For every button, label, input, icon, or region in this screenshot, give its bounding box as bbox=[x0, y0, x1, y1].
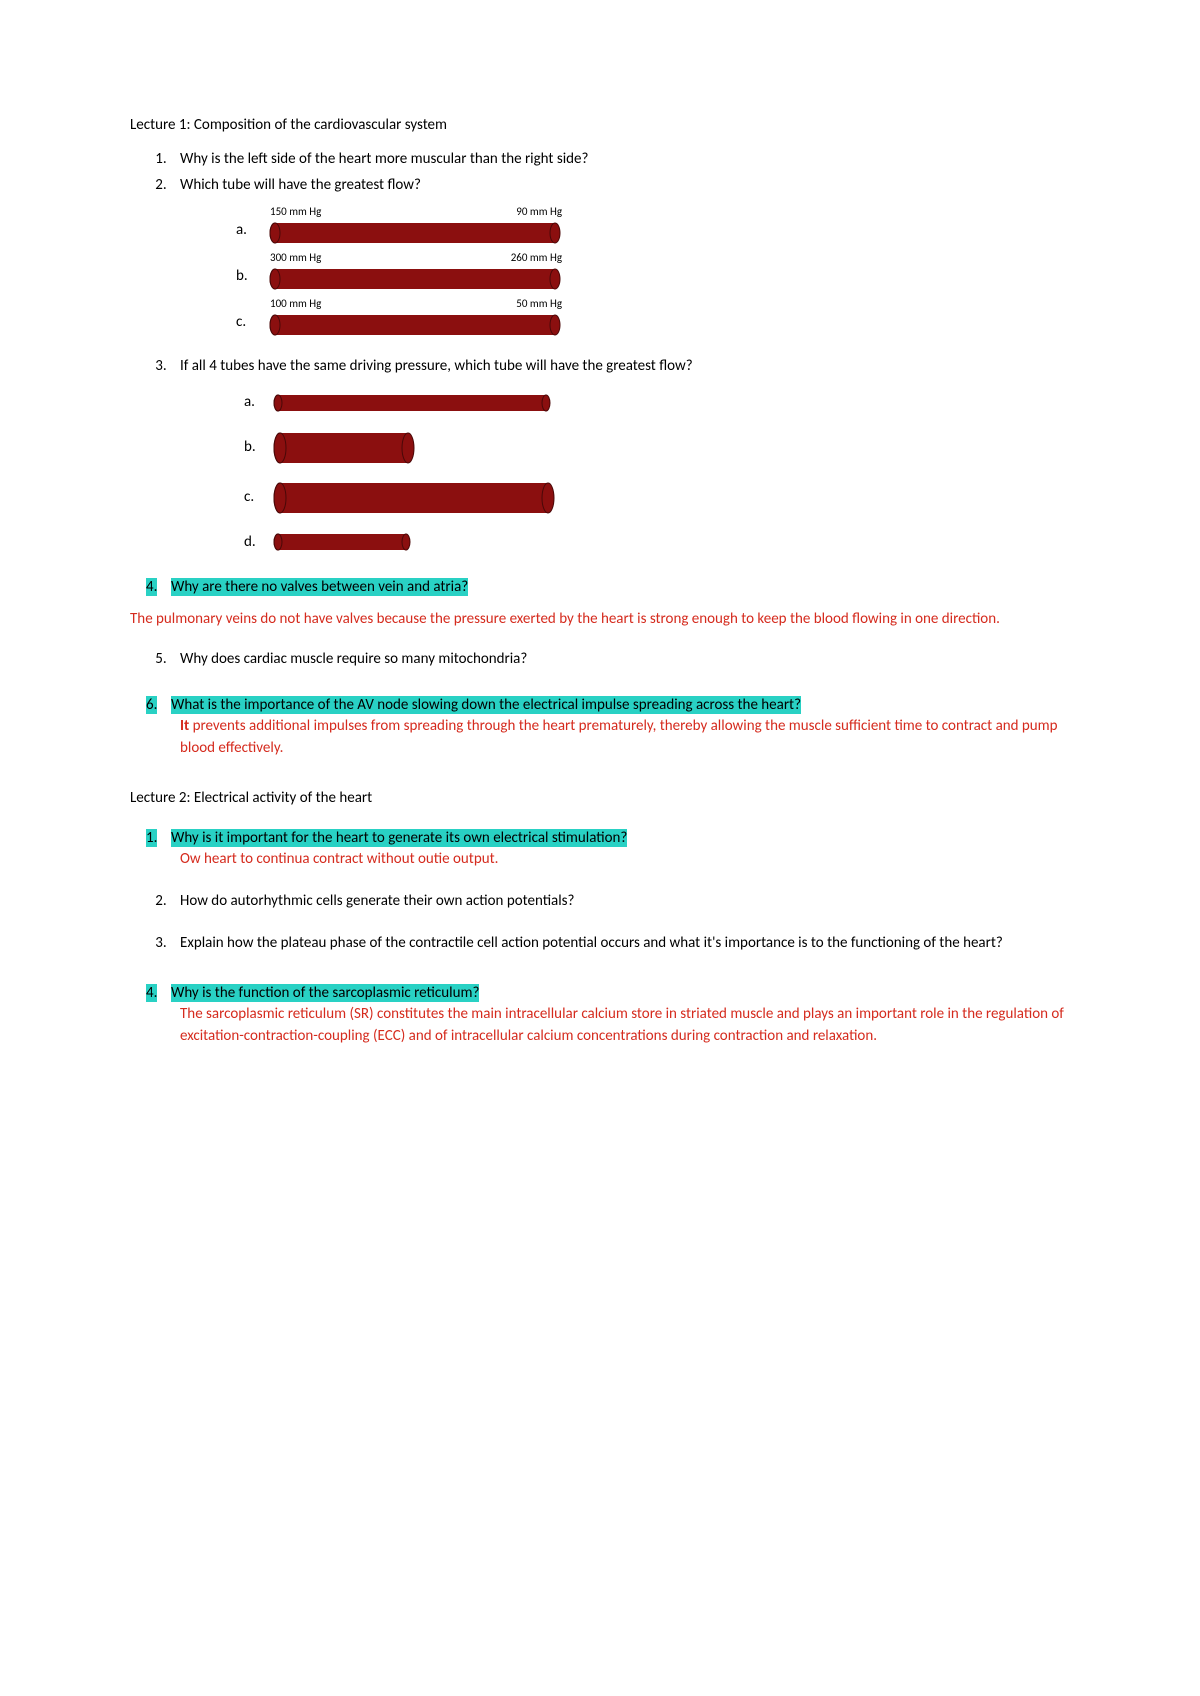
tube1-a-svg bbox=[266, 222, 566, 244]
tube1-b-svg bbox=[266, 268, 566, 290]
tube2-row-b: b. bbox=[244, 432, 1070, 464]
l1-q6-text: What is the importance of the AV node sl… bbox=[171, 696, 801, 714]
tube1-row-a: a. 150 mm Hg 90 mm Hg bbox=[236, 204, 1070, 244]
l2-q2: How do autorhythmic cells generate their… bbox=[170, 891, 1070, 913]
tube1-row-c: c. 100 mm Hg 50 mm Hg bbox=[236, 296, 1070, 336]
l1-q1: Why is the left side of the heart more m… bbox=[170, 149, 1070, 171]
tube1-a-right: 90 mm Hg bbox=[516, 204, 562, 220]
l2-q4-row: 4. Why is the function of the sarcoplasm… bbox=[130, 983, 1070, 1005]
l1-q5: Why does cardiac muscle require so many … bbox=[170, 649, 1070, 671]
l1-q2-text: Which tube will have the greatest flow? bbox=[180, 176, 421, 194]
l1-a4: The pulmonary veins do not have valves b… bbox=[130, 609, 1070, 631]
tube2-a-letter: a. bbox=[244, 392, 272, 414]
tube2-row-c: c. bbox=[244, 482, 1070, 514]
tube2-b-letter: b. bbox=[244, 437, 272, 459]
l1-q4-num: 4. bbox=[146, 578, 157, 596]
tube1-b-letter: b. bbox=[236, 266, 266, 290]
l2-q1-text: Why is it important for the heart to gen… bbox=[171, 829, 627, 847]
tube2-b-svg bbox=[272, 432, 422, 464]
tube2-c-letter: c. bbox=[244, 487, 272, 509]
tube2-a-svg bbox=[272, 394, 554, 412]
lecture1-list: Why is the left side of the heart more m… bbox=[130, 149, 1070, 554]
l1-q3-text: If all 4 tubes have the same driving pre… bbox=[180, 357, 693, 375]
tube1-c-svg bbox=[266, 314, 566, 336]
tube2-d-letter: d. bbox=[244, 532, 272, 554]
tubes-set-2: a. b. c. bbox=[244, 392, 1070, 554]
tube2-row-d: d. bbox=[244, 532, 1070, 554]
l1-a6: It prevents additional impulses from spr… bbox=[130, 716, 1070, 760]
tubes-set-1: a. 150 mm Hg 90 mm Hg b. bbox=[236, 204, 1070, 336]
l2-a1: Ow heart to continua contract without ou… bbox=[130, 849, 1070, 871]
l1-q6-row: 6. What is the importance of the AV node… bbox=[130, 695, 1070, 717]
l1-q6-num: 6. bbox=[146, 696, 157, 714]
lecture1-list-b: Why does cardiac muscle require so many … bbox=[130, 649, 1070, 671]
tube1-c-letter: c. bbox=[236, 312, 266, 336]
l1-a6-it: It bbox=[180, 717, 189, 735]
l1-q2: Which tube will have the greatest flow? … bbox=[170, 175, 1070, 337]
lecture1-title: Lecture 1: Composition of the cardiovasc… bbox=[130, 115, 1070, 137]
tube2-c-svg bbox=[272, 482, 558, 514]
tube1-a-letter: a. bbox=[236, 220, 266, 244]
l2-q1-num: 1. bbox=[146, 829, 157, 847]
tube1-b-right: 260 mm Hg bbox=[511, 250, 562, 266]
tube1-a-left: 150 mm Hg bbox=[270, 204, 321, 220]
l1-q3: If all 4 tubes have the same driving pre… bbox=[170, 356, 1070, 553]
l2-q1-row: 1. Why is it important for the heart to … bbox=[130, 828, 1070, 850]
l2-q3: Explain how the plateau phase of the con… bbox=[170, 933, 1070, 955]
l2-q4-text: Why is the function of the sarcoplasmic … bbox=[171, 984, 479, 1002]
l1-a6-rest: prevents additional impulses from spread… bbox=[180, 717, 1058, 757]
tube2-row-a: a. bbox=[244, 392, 1070, 414]
tube1-b-left: 300 mm Hg bbox=[270, 250, 321, 266]
tube1-row-b: b. 300 mm Hg 260 mm Hg bbox=[236, 250, 1070, 290]
tube2-d-svg bbox=[272, 533, 418, 551]
l2-a4: The sarcoplasmic reticulum (SR) constitu… bbox=[130, 1004, 1070, 1048]
lecture2-title: Lecture 2: Electrical activity of the he… bbox=[130, 788, 1070, 810]
lecture2-list: How do autorhythmic cells generate their… bbox=[130, 891, 1070, 955]
l1-q4-text: Why are there no valves between vein and… bbox=[171, 578, 468, 596]
tube1-c-left: 100 mm Hg bbox=[270, 296, 321, 312]
l1-q4-row: 4. Why are there no valves between vein … bbox=[130, 577, 1070, 599]
l2-q4-num: 4. bbox=[146, 984, 157, 1002]
tube1-c-right: 50 mm Hg bbox=[516, 296, 562, 312]
